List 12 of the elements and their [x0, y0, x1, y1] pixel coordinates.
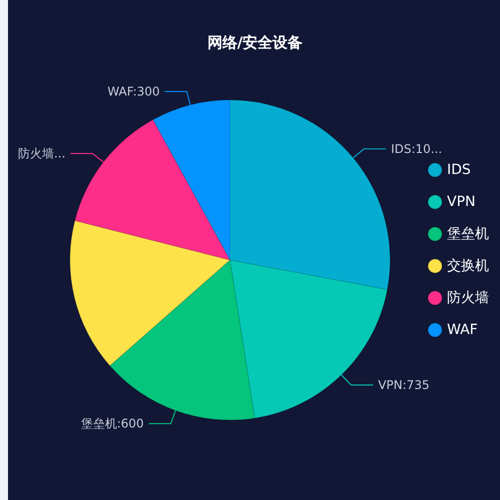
data-label: VPN:735: [378, 378, 430, 392]
legend-label: 堡垒机: [447, 226, 489, 242]
data-label: 堡垒机:600: [80, 416, 144, 431]
data-label: IDS:10...: [390, 142, 442, 156]
legend-label: VPN: [447, 194, 476, 210]
legend-label: 交换机: [447, 258, 489, 274]
chart-title: 网络/安全设备: [207, 34, 303, 52]
data-label: 防火墙...: [18, 146, 66, 160]
legend-label: IDS: [447, 162, 471, 178]
legend-label: WAF: [447, 322, 478, 338]
legend-label: 防火墙: [447, 290, 489, 306]
data-label: WAF:300: [107, 84, 160, 98]
